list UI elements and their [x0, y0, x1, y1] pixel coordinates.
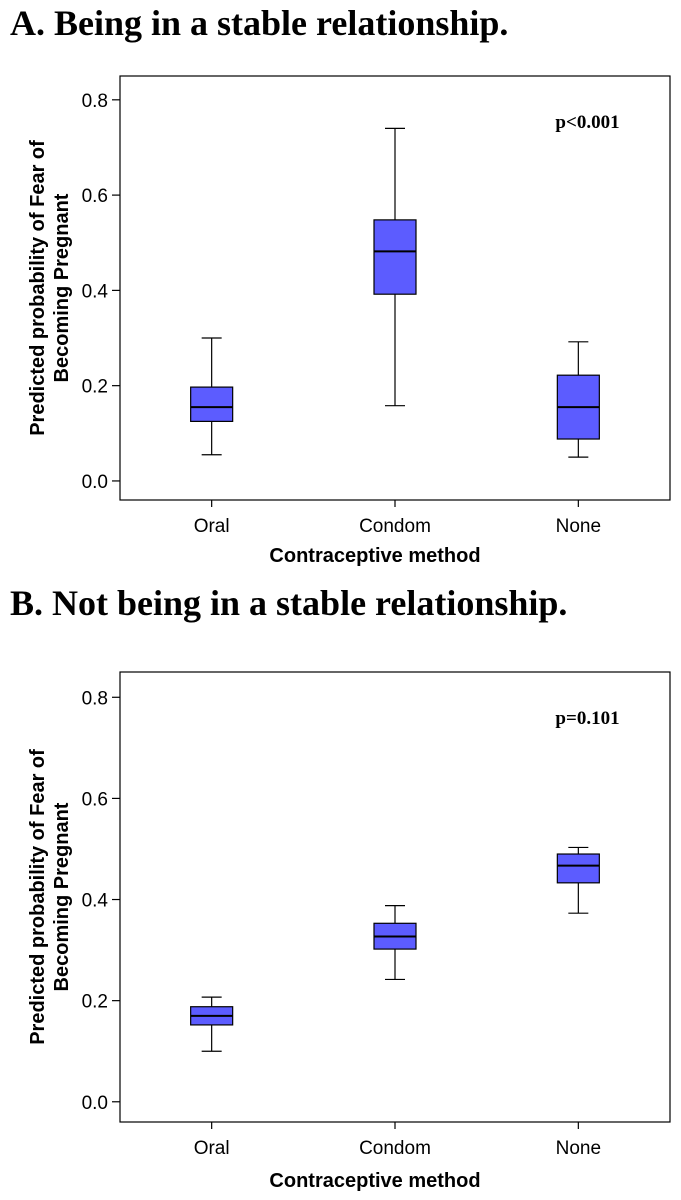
- x-axis-title: Contraceptive method: [269, 545, 480, 567]
- box-oral: [190, 996, 234, 1052]
- y-tick-label: 0.4: [82, 891, 109, 912]
- x-tick-label: None: [556, 516, 601, 537]
- y-tick-label: 0.8: [82, 688, 108, 709]
- y-tick-label: 0.0: [82, 472, 108, 493]
- x-tick-label: Condom: [359, 516, 431, 537]
- x-tick-label: Oral: [194, 1138, 230, 1159]
- box-none: [556, 846, 600, 914]
- boxplot-chart-b: 0.0 0.2 0.4 0.6 0.8 Oral Condom None Contracepti…: [27, 671, 671, 1192]
- plot-frame: [119, 671, 671, 1123]
- boxplot-chart-a: 0.0 0.2 0.4 0.6 0.8 Oral Condom None Contracepti…: [27, 75, 671, 567]
- panel-b-title: B. Not being in a stable relationship.: [10, 583, 568, 623]
- y-axis-title: Predicted probability of Fear of Becoming…: [27, 140, 73, 436]
- box-none: [556, 341, 600, 458]
- x-tick-label: Oral: [194, 516, 230, 537]
- box-condom: [373, 904, 417, 981]
- y-axis-title-line1: Predicted probability of Fear of: [27, 140, 49, 436]
- y-tick-label: 0.8: [82, 91, 108, 112]
- iqr-box: [190, 386, 234, 422]
- box-oral: [190, 337, 234, 456]
- iqr-box: [373, 219, 417, 295]
- y-tick-label: 0.6: [82, 789, 108, 810]
- y-axis-title-line2: Becoming Pregnant: [51, 193, 73, 382]
- iqr-box: [556, 853, 600, 884]
- y-tick-label: 0.0: [82, 1093, 108, 1114]
- y-tick-label: 0.6: [82, 186, 108, 207]
- y-axis-title: Predicted probability of Fear of Becoming…: [27, 749, 73, 1045]
- panel-a-title: A. Being in a stable relationship.: [10, 3, 509, 43]
- p-value-annotation: p=0.101: [555, 708, 619, 729]
- x-tick-label: None: [556, 1138, 601, 1159]
- x-axis-title: Contraceptive method: [269, 1170, 480, 1192]
- p-value-annotation: p<0.001: [555, 112, 619, 133]
- box-condom: [373, 127, 417, 407]
- y-axis-title-line2: Becoming Pregnant: [51, 802, 73, 991]
- y-tick-label: 0.4: [82, 281, 109, 302]
- x-tick-label: Condom: [359, 1138, 431, 1159]
- y-tick-label: 0.2: [82, 992, 108, 1013]
- y-tick-label: 0.2: [82, 377, 108, 398]
- y-axis-title-line1: Predicted probability of Fear of: [27, 749, 49, 1045]
